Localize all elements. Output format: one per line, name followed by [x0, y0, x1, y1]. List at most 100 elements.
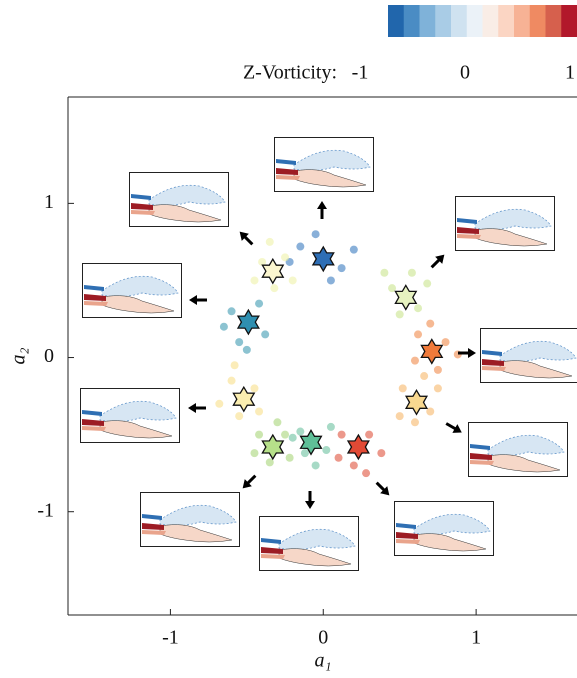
point	[250, 384, 258, 392]
point	[228, 377, 236, 385]
y-tick-label: 1	[44, 191, 54, 213]
arrow	[188, 403, 206, 413]
colorbar-segment	[498, 5, 514, 37]
inset-image	[81, 389, 180, 443]
point	[365, 431, 373, 439]
colorbar-segment	[404, 5, 420, 37]
colorbar-segment	[388, 5, 404, 37]
arrow	[239, 472, 259, 492]
point	[243, 346, 251, 354]
inset-image	[260, 517, 359, 571]
point	[312, 461, 320, 469]
y-tick-label: -1	[37, 499, 54, 521]
arrow	[236, 228, 256, 248]
y-axis-label: a₂	[8, 347, 30, 364]
arrow	[317, 201, 327, 219]
point	[434, 366, 442, 374]
point	[411, 357, 419, 365]
inset-image	[141, 493, 240, 547]
point	[215, 400, 223, 408]
arrow	[444, 419, 465, 437]
point	[286, 454, 294, 462]
star-marker	[348, 435, 369, 459]
colorbar-segment	[546, 5, 562, 37]
star-marker	[395, 285, 416, 309]
inset-image	[83, 264, 182, 318]
star-marker	[313, 247, 334, 271]
point	[296, 428, 304, 436]
inset-image	[395, 502, 494, 556]
inset-image	[275, 138, 374, 192]
point	[377, 449, 385, 457]
point	[338, 264, 346, 272]
point	[273, 418, 281, 426]
colorbar-segment	[420, 5, 436, 37]
inset-image	[456, 197, 555, 251]
point	[408, 269, 416, 277]
point	[281, 431, 289, 439]
arrow	[189, 295, 207, 305]
point	[255, 300, 263, 308]
colorbar-segment	[514, 5, 530, 37]
point	[399, 384, 407, 392]
point	[322, 446, 330, 454]
colorbar-segment	[435, 5, 451, 37]
point	[411, 418, 419, 426]
point	[220, 323, 228, 331]
colorbar-segment	[467, 5, 483, 37]
point	[414, 304, 422, 312]
point	[235, 338, 243, 346]
x-tick-label: 0	[318, 627, 328, 649]
point	[362, 469, 370, 477]
point	[396, 310, 404, 318]
colorbar-tick-label: 1	[565, 62, 575, 84]
colorbar-segment	[451, 5, 467, 37]
arrow	[373, 479, 393, 499]
star-marker	[421, 339, 442, 363]
point	[261, 330, 269, 338]
point	[289, 434, 297, 442]
point	[296, 243, 304, 251]
colorbar-tick-label: -1	[352, 62, 369, 84]
point	[327, 276, 335, 284]
star-marker	[238, 310, 259, 334]
point	[255, 431, 263, 439]
star-marker	[406, 390, 427, 414]
colorbar-segment	[530, 5, 546, 37]
insets	[81, 138, 577, 571]
point	[289, 276, 297, 284]
inset-image	[469, 423, 568, 477]
point	[250, 449, 258, 457]
point	[327, 423, 335, 431]
x-tick-label: 1	[471, 627, 481, 649]
point	[270, 284, 278, 292]
point	[228, 307, 236, 315]
point	[396, 412, 404, 420]
inset-image	[481, 329, 577, 383]
arrow	[428, 251, 448, 271]
inset-image	[130, 173, 229, 227]
point	[335, 454, 343, 462]
arrow	[305, 491, 315, 509]
star-marker	[233, 387, 254, 411]
point	[250, 276, 258, 284]
colorbar-tick-label: 0	[460, 62, 470, 84]
colorbar-segment	[561, 5, 577, 37]
point	[338, 431, 346, 439]
colorbar-segment	[483, 5, 499, 37]
point	[380, 269, 388, 277]
x-axis-label: a₁	[315, 650, 332, 672]
star-marker	[262, 435, 283, 459]
point	[350, 246, 358, 254]
x-tick-label: -1	[162, 627, 179, 649]
y-tick-label: 0	[44, 345, 54, 367]
point	[434, 384, 442, 392]
point	[255, 408, 263, 416]
point	[414, 330, 422, 338]
point	[301, 449, 309, 457]
chart: a₁ a₂ Z-Vorticity: -101-101-101	[0, 0, 577, 678]
point	[231, 361, 239, 369]
point	[350, 461, 358, 469]
point	[420, 372, 428, 380]
point	[235, 412, 243, 420]
